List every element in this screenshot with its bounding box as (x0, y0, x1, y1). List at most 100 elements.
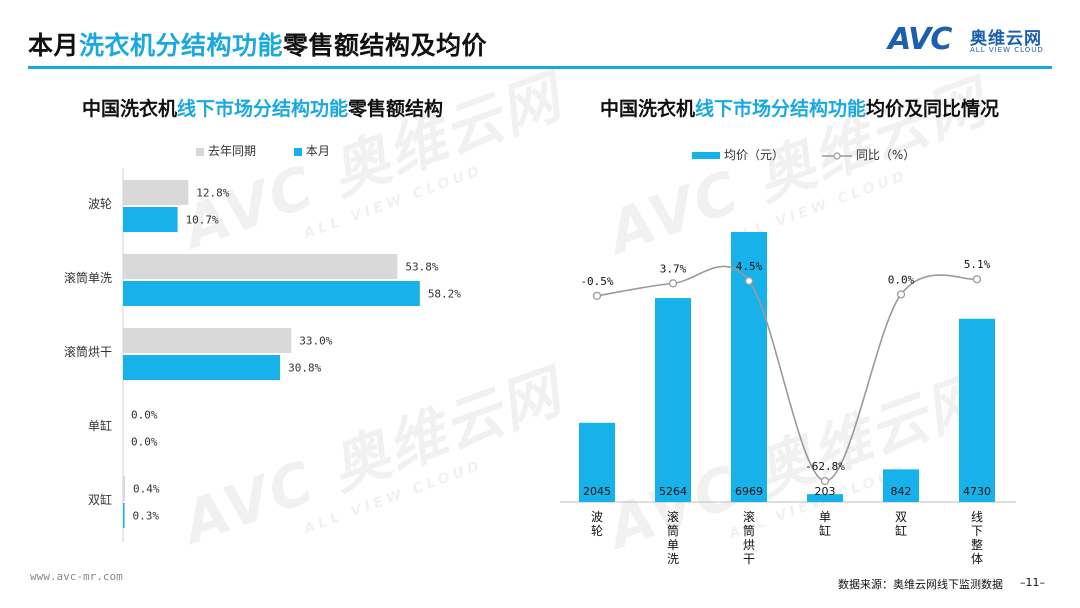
category-label: 整 (971, 537, 983, 552)
right-chart-legend: 均价（元） 同比（%） (692, 146, 949, 163)
category-label: 波轮 (88, 197, 112, 211)
bar-avg-price (807, 494, 843, 502)
yoy-point (668, 279, 678, 288)
yoy-point (896, 290, 906, 299)
logo-mark: AVC (888, 22, 952, 57)
title-divider (28, 66, 1052, 69)
bar-avg-price (883, 469, 919, 502)
data-label: 0.3% (133, 510, 160, 523)
logo-cn: 奥维云网 (970, 29, 1042, 49)
data-label: 0.4% (133, 483, 160, 496)
data-label: 0.0% (131, 409, 158, 422)
bar-value-label: 2045 (583, 485, 611, 498)
logo-en: ALL VIEW CLOUD (970, 46, 1044, 54)
category-label: 线 (971, 510, 983, 524)
left-title-part-1: 中国洗衣机 (82, 98, 178, 120)
left-title-part-3: 零售额结构 (348, 98, 444, 120)
legend-item-this-month: 本月 (293, 142, 330, 159)
page-title: 本月洗衣机分结构功能零售额结构及均价 (28, 26, 487, 62)
category-label: 滚 (667, 509, 679, 524)
page-title-part-2: 洗衣机分结构功能 (79, 31, 284, 60)
category-label: 滚筒单洗 (64, 270, 112, 285)
left-chart-title: 中国洗衣机线下市场分结构功能零售额结构 (82, 94, 443, 121)
page-number: –11– (1020, 576, 1045, 589)
category-label: 单 (819, 510, 831, 524)
category-label: 烘 (743, 538, 755, 552)
category-label: 下 (971, 524, 983, 538)
bar-avg-price (579, 422, 615, 502)
bar-value-label: 203 (815, 485, 836, 498)
yoy-label: -62.8% (805, 460, 845, 473)
data-source: 数据来源：奥维云网线下监测数据 (838, 578, 1003, 591)
category-label: 双缸 (88, 492, 112, 507)
bar-last-year (123, 180, 189, 205)
legend-swatch-gray (196, 147, 204, 156)
right-title-part-3: 均价及同比情况 (866, 98, 1000, 120)
bar-avg-price (655, 298, 691, 502)
data-label: 10.7% (186, 214, 219, 227)
avc-logo: AVC 奥维云网 ALL VIEW CLOUD (888, 22, 1058, 62)
bar-this-month (123, 281, 420, 306)
data-label: 0.0% (131, 436, 158, 449)
legend-label: 均价（元） (724, 148, 785, 162)
data-label: 58.2% (428, 288, 461, 301)
category-label: 缸 (819, 523, 831, 538)
data-label: 53.8% (405, 261, 438, 274)
data-label: 33.0% (299, 335, 332, 348)
yoy-point (972, 275, 982, 284)
left-chart-legend: 去年同期 本月 (196, 142, 364, 159)
yoy-point (592, 291, 602, 301)
bar-value-label: 842 (891, 485, 912, 498)
bar-last-year (123, 254, 398, 279)
category-label: 筒 (667, 523, 679, 538)
legend-swatch-bar (692, 152, 720, 159)
right-chart-title: 中国洗衣机线下市场分结构功能均价及同比情况 (600, 94, 999, 121)
category-label: 轮 (591, 524, 603, 538)
data-label: 30.8% (288, 362, 321, 375)
yoy-line (596, 265, 978, 482)
category-label: 双 (895, 510, 907, 524)
bar-this-month (123, 503, 125, 528)
legend-label: 同比（%） (855, 148, 916, 162)
legend-swatch-line (821, 151, 852, 160)
legend-swatch-blue (293, 147, 302, 156)
legend-item-yoy: 同比（%） (821, 146, 916, 163)
yoy-label: -0.5% (580, 275, 613, 288)
page-title-part-3: 零售额结构及均价 (283, 31, 488, 60)
bar-this-month (123, 207, 178, 232)
right-title-part-1: 中国洗衣机 (600, 98, 696, 120)
yoy-label: 0.0% (888, 273, 915, 286)
category-label: 筒 (743, 523, 755, 538)
site-url[interactable]: www.avc-mr.com (30, 570, 123, 583)
legend-label: 本月 (305, 144, 330, 158)
yoy-label: 3.7% (660, 262, 687, 275)
yoy-point (744, 276, 754, 286)
category-label: 单缸 (88, 418, 112, 433)
bar-last-year (123, 328, 292, 353)
bar-avg-price (959, 318, 995, 502)
page-title-part-1: 本月 (28, 31, 80, 60)
legend-label: 去年同期 (208, 144, 257, 158)
category-label: 体 (971, 552, 983, 566)
left-title-part-2: 线下市场分结构功能 (177, 98, 349, 120)
right-title-part-2: 线下市场分结构功能 (695, 98, 867, 120)
category-label: 波 (591, 510, 603, 524)
bar-value-label: 5264 (659, 485, 687, 498)
bar-last-year (123, 476, 126, 501)
category-label: 洗 (667, 552, 679, 566)
category-label: 缸 (895, 523, 907, 538)
legend-item-avg-price: 均价（元） (692, 146, 784, 163)
category-label: 干 (743, 552, 755, 566)
bar-value-label: 6969 (735, 485, 763, 498)
yoy-label: 4.5% (736, 260, 763, 273)
category-label: 单 (667, 538, 679, 552)
yoy-label: 5.1% (964, 258, 991, 271)
legend-item-last-year: 去年同期 (196, 142, 256, 159)
category-label: 滚 (743, 509, 755, 524)
bar-value-label: 4730 (963, 485, 991, 498)
yoy-point (820, 476, 830, 486)
category-label: 滚筒烘干 (64, 344, 112, 359)
bar-this-month (123, 355, 281, 380)
data-label: 12.8% (196, 187, 229, 200)
